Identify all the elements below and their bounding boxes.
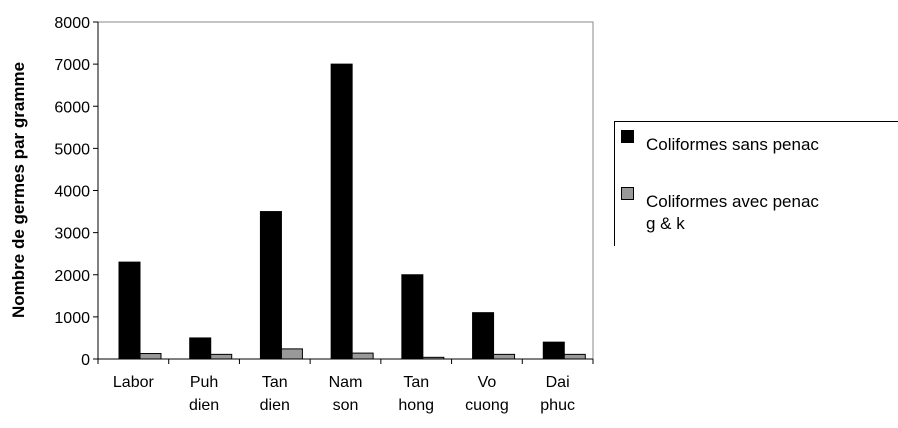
y-tick-label: 6000	[54, 99, 90, 116]
y-tick-label: 0	[81, 352, 90, 369]
x-tick-label: Tan dien	[260, 374, 290, 414]
bar-avec-penac	[210, 353, 233, 360]
legend-swatch-sans-penac	[621, 130, 634, 143]
y-axis-label: Nombre de germes par gramme	[9, 62, 28, 318]
legend-swatch-avec-penac	[621, 187, 634, 200]
x-axis: Labor Puh dien Tan dien Nam son Tan hong Vo cuong D…	[97, 359, 594, 414]
bar-avec-penac	[563, 353, 586, 360]
x-tick-label: Labor	[113, 374, 155, 391]
y-tick-label: 5000	[54, 141, 90, 158]
legend: Coliformes sans penac Coliformes avec pe…	[614, 121, 898, 247]
y-tick-label: 7000	[54, 57, 90, 74]
x-tick-label: Tan hong	[398, 374, 434, 414]
y-tick-label: 8000	[54, 15, 90, 32]
x-tick-label: Dai phuc	[540, 374, 575, 414]
legend-label-avec-penac: Coliformes avec penac g & k	[646, 192, 819, 233]
bar-sans-penac	[472, 312, 495, 360]
bar-avec-penac	[422, 356, 445, 360]
x-tick-label: Nam son	[329, 374, 363, 414]
bars	[118, 63, 586, 360]
bar-avec-penac	[351, 352, 374, 360]
y-axis: 0 1000 2000 3000 4000 5000 6000 7000 8000	[54, 15, 98, 369]
bar-sans-penac	[542, 341, 565, 360]
bar-sans-penac	[259, 211, 282, 360]
y-tick-label: 1000	[54, 310, 90, 327]
legend-label-sans-penac: Coliformes sans penac	[646, 135, 819, 154]
x-tick-label: Puh dien	[189, 374, 219, 414]
bar-sans-penac	[330, 63, 353, 360]
bar-sans-penac	[189, 337, 212, 360]
x-tick-label: Vo cuong	[465, 374, 509, 414]
y-tick-label: 2000	[54, 268, 90, 285]
bar-avec-penac	[139, 353, 162, 360]
bar-sans-penac	[118, 261, 141, 360]
bar-avec-penac	[280, 348, 303, 360]
y-tick-label: 4000	[54, 184, 90, 201]
bar-avec-penac	[493, 353, 516, 360]
bar-sans-penac	[401, 274, 424, 360]
y-tick-label: 3000	[54, 226, 90, 243]
legend-frame	[614, 121, 898, 246]
